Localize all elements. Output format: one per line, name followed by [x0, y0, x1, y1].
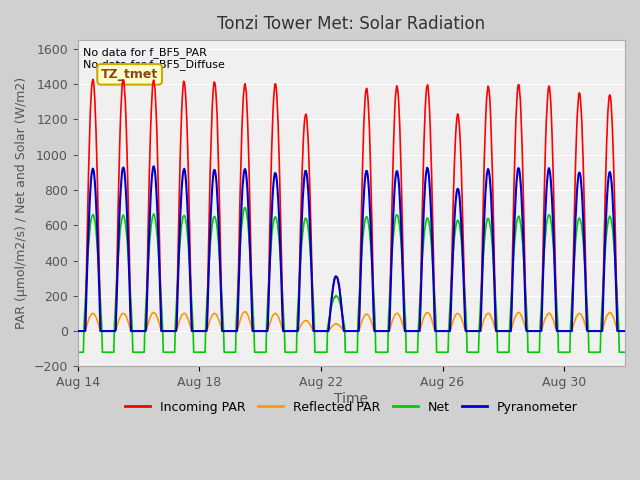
X-axis label: Time: Time: [334, 392, 369, 406]
Legend: Incoming PAR, Reflected PAR, Net, Pyranometer: Incoming PAR, Reflected PAR, Net, Pyrano…: [120, 396, 583, 419]
Y-axis label: PAR (μmol/m2/s) / Net and Solar (W/m2): PAR (μmol/m2/s) / Net and Solar (W/m2): [15, 77, 28, 329]
Title: Tonzi Tower Met: Solar Radiation: Tonzi Tower Met: Solar Radiation: [217, 15, 485, 33]
Text: No data for f_BF5_PAR
No data for f_BF5_Diffuse: No data for f_BF5_PAR No data for f_BF5_…: [83, 47, 225, 70]
Text: TZ_tmet: TZ_tmet: [101, 68, 158, 81]
